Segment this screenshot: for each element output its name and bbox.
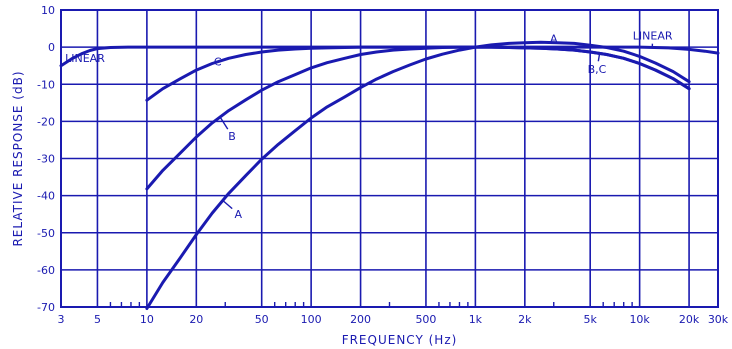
x-tick-label: 200 xyxy=(350,313,371,326)
y-tick-label: 10 xyxy=(41,4,55,17)
x-tick-label: 500 xyxy=(415,313,436,326)
x-tick-label: 1k xyxy=(469,313,483,326)
response-curves xyxy=(59,40,720,310)
x-tick-label: 20k xyxy=(679,313,700,326)
x-tick-label: 2k xyxy=(518,313,532,326)
curve-label: LINEAR xyxy=(65,52,105,65)
label-leader-line xyxy=(597,53,601,62)
label-leader-line xyxy=(219,116,229,130)
curve-labels: A LINEAR LINEAR C B A B,C xyxy=(65,30,673,221)
y-tick-label: -70 xyxy=(37,301,55,314)
curve-label: C xyxy=(214,56,222,69)
curve-label: B,C xyxy=(588,63,607,76)
y-axis-title: RELATIVE RESPONSE (dB) xyxy=(11,70,25,246)
y-tick-label: -20 xyxy=(37,115,55,128)
curve-label: LINEAR xyxy=(633,30,673,43)
curve-a xyxy=(145,40,691,310)
label-leaders xyxy=(219,43,654,210)
grid-lines xyxy=(60,9,719,308)
x-tick-label: 10 xyxy=(140,313,154,326)
x-tick-label: 30k xyxy=(708,313,729,326)
x-tick-label: 5k xyxy=(584,313,598,326)
label-leader-line xyxy=(222,199,233,210)
x-axis-title: FREQUENCY (Hz) xyxy=(342,333,458,347)
x-tick-label: 5 xyxy=(94,313,101,326)
y-tick-label: -50 xyxy=(37,227,55,240)
y-tick-label: -10 xyxy=(37,78,55,91)
y-tick-label: -60 xyxy=(37,264,55,277)
x-tick-label: 20 xyxy=(189,313,203,326)
y-tick-label: -30 xyxy=(37,153,55,166)
curve-c xyxy=(145,45,691,102)
x-tick-label: 3 xyxy=(58,313,65,326)
x-tick-label: 10k xyxy=(629,313,650,326)
x-tick-label: 50 xyxy=(255,313,269,326)
curve-label: A xyxy=(550,32,558,45)
curve-label: A xyxy=(234,208,242,221)
curve-label: B xyxy=(228,130,236,143)
y-tick-label: -40 xyxy=(37,190,55,203)
plot-frame xyxy=(60,9,719,308)
x-tick-labels: 3 5 10 20 50 100 200 500 1k 2k 5k 10k 20k 30k xyxy=(58,313,729,326)
y-tick-label: 0 xyxy=(48,41,55,54)
y-tick-labels: 10 0 -10 -20 -30 -40 -50 -60 -70 xyxy=(37,4,55,314)
curve-b xyxy=(145,45,691,191)
x-tick-label: 100 xyxy=(301,313,322,326)
curve-linear xyxy=(59,45,720,68)
